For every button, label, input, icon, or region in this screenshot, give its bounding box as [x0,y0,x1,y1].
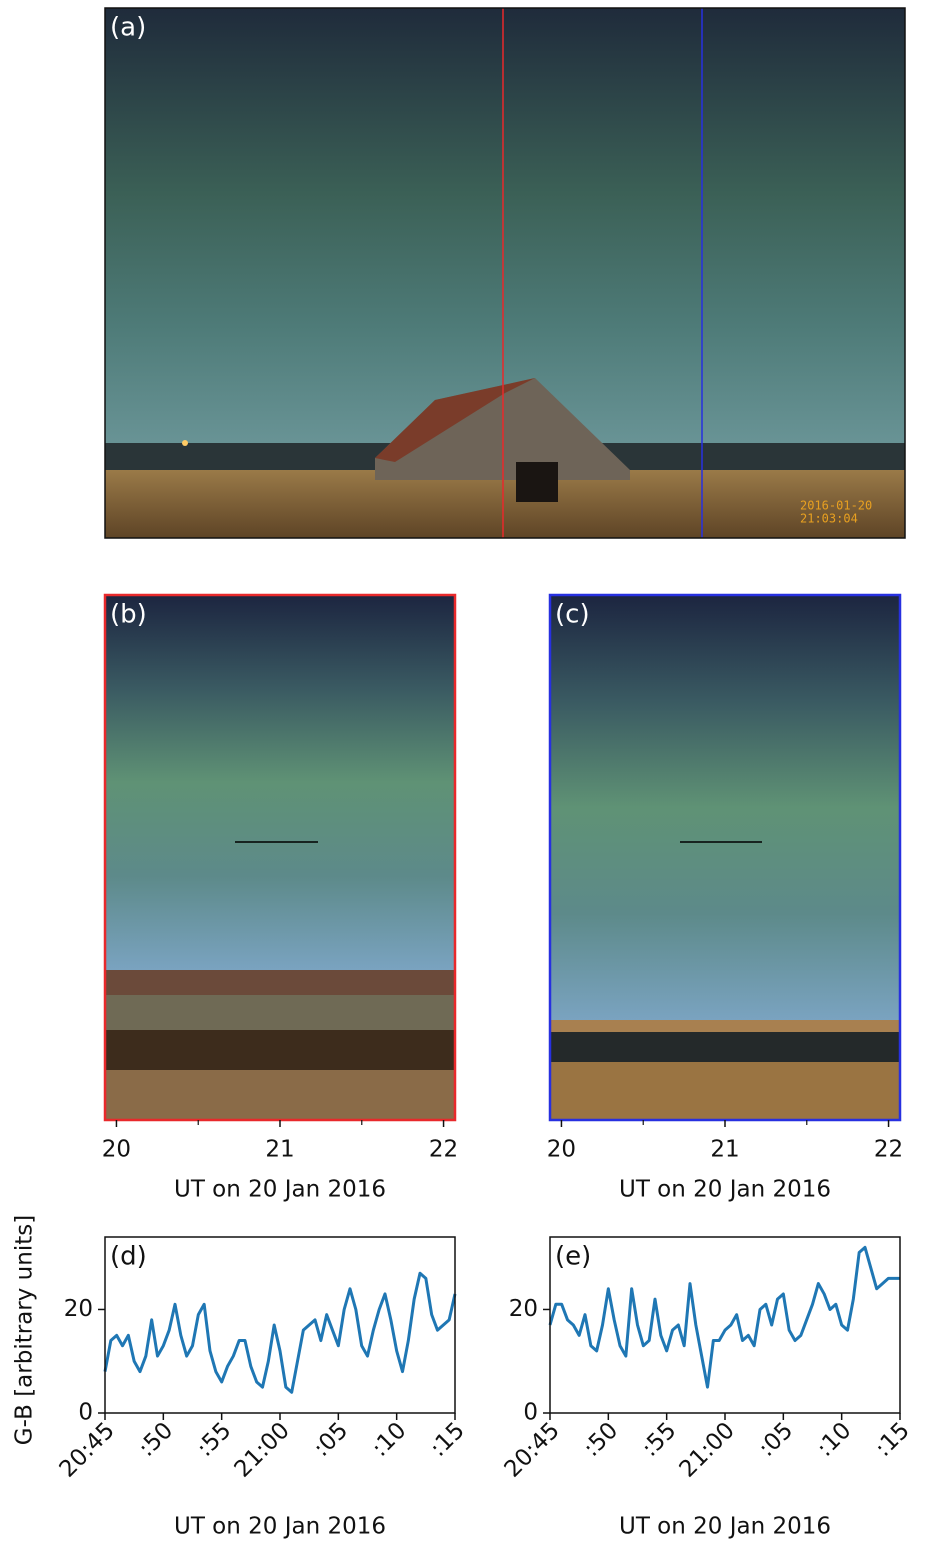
x-tick-label: :15 [870,1417,915,1462]
x-tick-label: 21 [710,1137,739,1163]
y-tick-label: 0 [523,1400,538,1426]
x-tick-label: :10 [812,1417,857,1462]
keogram [105,595,455,1120]
x-tick-label: :10 [367,1417,412,1462]
x-tick-label: 20:45 [500,1417,565,1482]
x-axis-label: UT on 20 Jan 2016 [174,1514,386,1540]
x-tick-label: 22 [429,1137,458,1163]
keogram [550,595,900,1120]
figure: 2016-01-20 21:03:04 (a) (b) 20 21 22 UT on 20… [0,0,934,1543]
x-tick-label: :55 [637,1417,682,1462]
x-axis-label: UT on 20 Jan 2016 [174,1177,386,1203]
photo [105,8,905,538]
panel-label: (e) [555,1242,591,1272]
x-tick-label: :05 [309,1417,354,1462]
x-tick-label: :50 [579,1417,624,1462]
panel-label: (a) [110,13,146,43]
page: 2016-01-20 21:03:04 (a) (b) 20 21 22 UT on 20… [0,0,934,1543]
panel-label: (b) [110,600,147,630]
x-tick-label: :05 [754,1417,799,1462]
y-axis-label: G-B [arbitrary units] [12,1215,38,1445]
x-tick-label: 20 [102,1137,131,1163]
x-axis-label: UT on 20 Jan 2016 [619,1514,831,1540]
x-tick-label: 20:45 [55,1417,120,1482]
data-line [550,1247,900,1387]
timestamp-time: 21:03:04 [800,512,858,526]
y-tick-label: 0 [78,1400,93,1426]
x-tick-label: 21 [265,1137,294,1163]
x-axis-label: UT on 20 Jan 2016 [619,1177,831,1203]
panel-label: (d) [110,1242,147,1272]
data-line [105,1273,455,1392]
x-tick-label: :55 [192,1417,237,1462]
x-tick-label: 20 [547,1137,576,1163]
axes-frame [105,1237,455,1413]
x-tick-label: 21:00 [675,1417,740,1482]
x-tick-label: 22 [874,1137,903,1163]
timestamp-date: 2016-01-20 [800,499,872,513]
x-tick-label: :50 [134,1417,179,1462]
y-tick-label: 20 [509,1296,538,1322]
x-tick-label: 21:00 [230,1417,295,1482]
panel-label: (c) [555,600,590,630]
x-tick-label: :15 [425,1417,470,1462]
y-tick-label: 20 [64,1296,93,1322]
